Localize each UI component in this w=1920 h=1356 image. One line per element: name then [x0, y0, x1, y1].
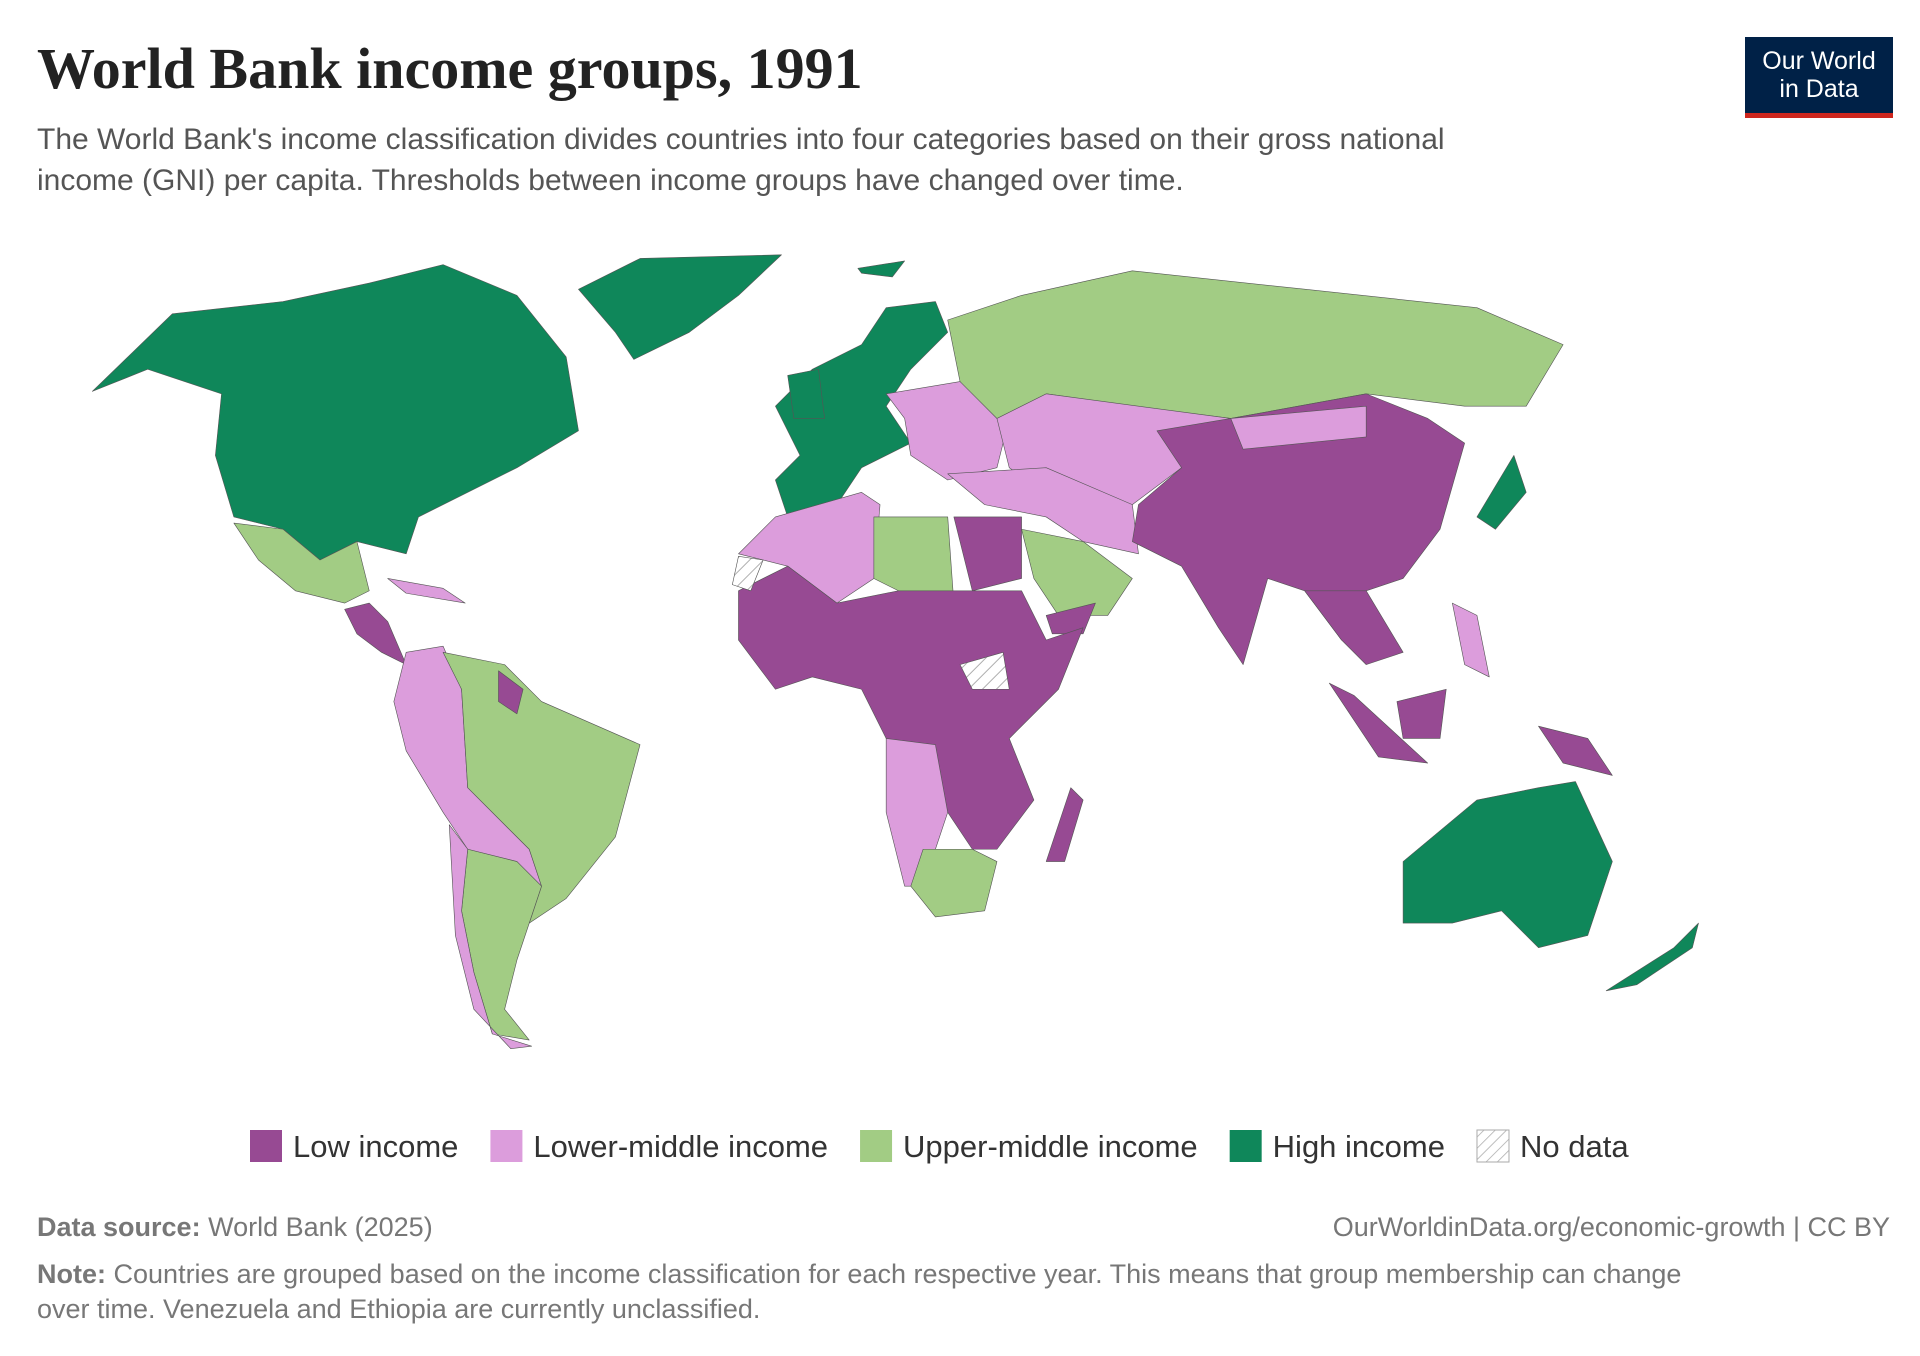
country-shape	[873, 516, 955, 604]
subtitle: income (GNI) per capita. Thresholds betw…	[37, 164, 1184, 197]
source-label: Data source:	[37, 1212, 201, 1242]
country-shape	[775, 301, 949, 518]
country-shape	[787, 368, 825, 419]
country-shape	[578, 254, 782, 360]
country-shape	[953, 516, 1022, 592]
world-map	[92, 254, 1699, 1049]
country-shape	[1452, 602, 1490, 678]
source: Data source: World Bank (2025)	[37, 1212, 433, 1242]
country-shape	[233, 522, 370, 604]
country-shape	[1402, 781, 1613, 949]
country-shape	[442, 652, 641, 924]
country-shape	[1045, 787, 1084, 862]
legend: Low income Lower-middle income Upper-middl…	[250, 1129, 1629, 1164]
country-shape	[947, 270, 1564, 419]
country-shape	[448, 824, 533, 1049]
country-shape	[910, 848, 998, 918]
legend-label: Low income	[293, 1129, 458, 1164]
country-shape	[732, 556, 764, 592]
country-shape	[1045, 602, 1096, 635]
note-text: Countries are grouped based on the incom…	[114, 1259, 1682, 1289]
country-shape	[738, 565, 1084, 850]
logo	[1745, 37, 1893, 113]
logo-text: in Data	[1779, 75, 1858, 103]
country-shape	[959, 652, 1010, 690]
country-shape	[387, 578, 466, 604]
country-shape	[1605, 922, 1699, 992]
country-shape	[1021, 528, 1133, 616]
country-shape	[92, 264, 579, 561]
country-shape	[947, 467, 1139, 555]
note: over time. Venezuela and Ethiopia are cu…	[37, 1294, 760, 1324]
country-shape	[1328, 682, 1429, 764]
note-label: Note:	[37, 1259, 106, 1289]
legend-swatch	[490, 1130, 523, 1162]
country-shape	[1230, 405, 1367, 450]
source-text: World Bank (2025)	[208, 1212, 433, 1242]
logo-text: Our World	[1762, 47, 1875, 75]
legend-swatch	[1229, 1130, 1262, 1162]
country-shape	[461, 848, 542, 1041]
subtitle: The World Bank's income classification d…	[37, 123, 1445, 156]
url: OurWorldinData.org/economic-growth | CC …	[1333, 1212, 1890, 1242]
legend-label: Lower-middle income	[533, 1129, 828, 1164]
country-shape	[1538, 725, 1613, 776]
country-shape	[344, 602, 407, 665]
legend-swatch	[250, 1130, 282, 1162]
note: Note: Countries are grouped based on the…	[37, 1259, 1681, 1289]
country-shape	[857, 260, 905, 278]
logo-bar	[1745, 113, 1893, 118]
legend-swatch	[1476, 1129, 1510, 1163]
title: World Bank income groups, 1991	[37, 36, 863, 101]
country-shape	[498, 670, 524, 715]
country-shape	[1396, 688, 1447, 739]
legend-label: No data	[1520, 1129, 1629, 1164]
country-shape	[1476, 455, 1527, 530]
legend-label: High income	[1273, 1129, 1445, 1164]
country-shape	[1304, 590, 1404, 665]
legend-swatch	[860, 1130, 893, 1162]
legend-label: Upper-middle income	[903, 1129, 1198, 1164]
